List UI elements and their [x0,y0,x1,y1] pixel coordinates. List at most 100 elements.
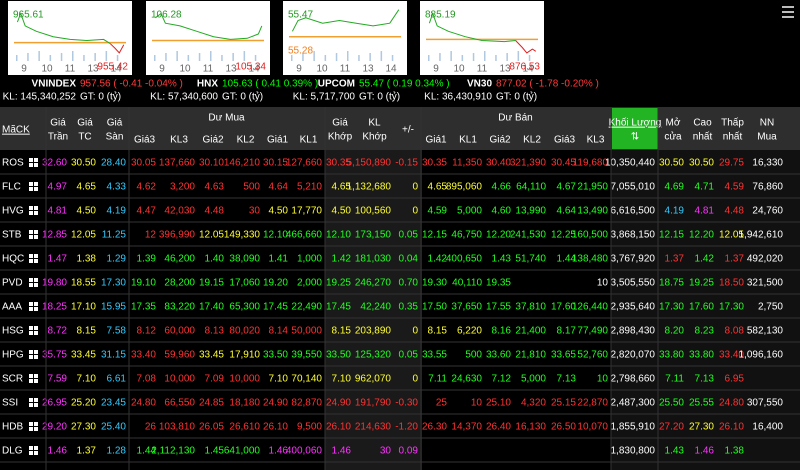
cell: 10 [597,374,609,385]
group-header: Dư Mua [208,113,245,124]
chart-icon[interactable] [29,398,38,407]
hour-label: 14 [110,64,122,75]
cell: 17,770 [291,206,322,217]
menu-bar [782,6,794,8]
cell: 0 [412,206,418,217]
chart-icon[interactable] [29,206,38,215]
chart-icon[interactable] [29,374,38,383]
column-header: Giá2 [202,135,224,146]
volume-bar [210,51,212,61]
cell: 60,000 [164,326,195,337]
symbol[interactable]: HSG [2,326,24,337]
icon-square [29,230,33,234]
chart-high-label: 55.47 [288,10,313,21]
cell: 1.38 [725,446,745,457]
chart-icon[interactable] [29,422,38,431]
cell: 22,490 [291,302,322,313]
cell: 125,320 [355,350,392,361]
column-header: Trần [48,131,68,143]
cell: 1.37 [665,254,685,265]
cell: 7.08 [137,374,157,385]
cell: 51,740 [515,254,546,265]
cell: 1.42 [695,254,715,265]
column-header[interactable]: ⇅ [631,132,639,143]
cell: 11,350 [452,158,482,169]
menu-bar [782,11,794,13]
cell: 4.65 [332,182,352,193]
symbol[interactable]: SSI [2,398,18,409]
chart-icon[interactable] [29,302,38,311]
cell: 6.61 [107,374,127,385]
chart-icon[interactable] [29,230,38,239]
cell: 191,790 [355,398,392,409]
cell: 4.19 [665,206,685,217]
cell: 7.13 [695,374,715,385]
hour-label: 11 [477,64,488,75]
icon-square [29,163,33,167]
cell: 8.16 [492,326,512,337]
cell: 7,055,010 [611,182,656,193]
icon-square [29,283,33,287]
cell: 33.50 [263,350,288,361]
column-header: Mua [757,132,777,143]
hour-label: 13 [87,64,99,75]
cell: 17.30 [101,278,126,289]
cell: 37,810 [515,302,546,313]
chart-icon[interactable] [29,158,38,167]
cell: 2,000 [297,278,322,289]
menu-icon[interactable] [782,6,794,18]
chart-icon[interactable] [29,446,38,455]
cell: 4.48 [205,206,225,217]
volume-bar [72,51,74,61]
cell: 7.59 [48,374,68,385]
index-panel: 965.61 955.42 9 10 11 13 14 VNINDEX 957.56 ( -0.… [3,1,183,103]
symbol[interactable]: HVG [2,206,24,217]
symbol[interactable]: ROS [2,158,24,169]
cell: 33.45 [199,350,224,361]
symbol-header[interactable]: MãCK [2,125,30,136]
cell: 59,960 [164,350,195,361]
symbol[interactable]: DLG [2,446,23,457]
cell: 895,060 [446,182,483,193]
cell: 4.81 [695,206,715,217]
cell: 0.05 [399,230,419,241]
symbol[interactable]: HPG [2,350,24,361]
column-header: Giá3 [554,135,576,146]
icon-square [29,278,33,282]
icon-square [29,302,33,306]
column-header: KL2 [237,135,255,146]
index-quote: 105.63 ( 0.41 0.39% ) [222,79,318,90]
icon-square [34,326,38,330]
chart-icon[interactable] [29,326,38,335]
cell: 7.09 [205,374,225,385]
cell: 8.17 [557,326,577,337]
symbol[interactable]: AAA [2,302,22,313]
icon-square [34,355,38,359]
symbol[interactable]: PVD [2,278,23,289]
cell: 24.80 [719,398,744,409]
symbol[interactable]: HDB [2,422,23,433]
hour-label: 9 [433,64,439,75]
symbol[interactable]: SCR [2,374,23,385]
symbol[interactable]: HQC [2,254,24,265]
chart-icon[interactable] [29,278,38,287]
hour-label: 10 [41,64,53,75]
cell: 12.05 [199,230,224,241]
cell: 7.11 [428,374,447,385]
cell: 3,505,550 [611,278,656,289]
symbol[interactable]: STB [2,230,22,241]
chart-low-label: 955.42 [97,62,128,73]
column-header[interactable]: Khối Lượng [609,117,662,129]
cell: 35.75 [42,350,67,361]
cell: 80,020 [229,326,260,337]
cell: 4.81 [48,206,68,217]
symbol[interactable]: FLC [2,182,21,193]
chart-icon[interactable] [29,254,38,263]
sort-header[interactable] [612,108,658,149]
chart-icon[interactable] [29,350,38,359]
cell: 7.10 [77,374,97,385]
icon-square [34,211,38,215]
cell: 38,090 [229,254,260,265]
chart-icon[interactable] [29,182,38,191]
